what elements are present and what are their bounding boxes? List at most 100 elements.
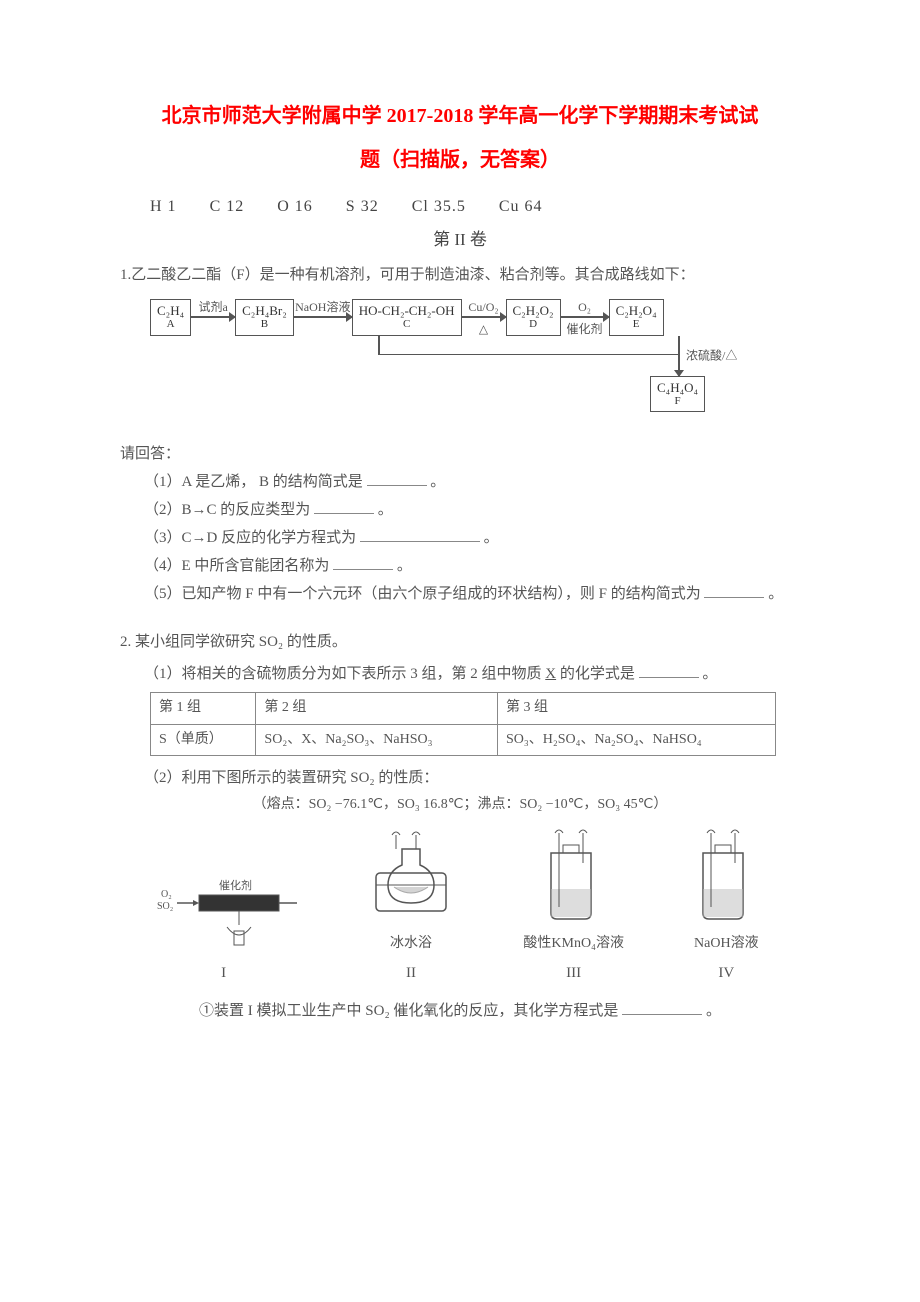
apparatus-row: O₂ SO₂ 催化剂 I 冰水浴 [120, 829, 800, 985]
section-heading: 第 II 卷 [120, 226, 800, 253]
box-c-label: C [359, 318, 455, 331]
q2-p1b: 的化学式是 [556, 666, 635, 682]
q1-ask: 请回答： [120, 442, 800, 466]
th-group1: 第 1 组 [151, 693, 256, 724]
apparatus-4: NaOH溶液 IV [681, 829, 771, 985]
q2-part1: （1）将相关的含硫物质分为如下表所示 3 组，第 2 组中物质 X 的化学式是 … [120, 662, 800, 686]
th-group3: 第 3 组 [497, 693, 775, 724]
q2-dot: 。 [706, 1003, 721, 1019]
blank-icon [639, 663, 699, 678]
box-b-formula: C₂H₄Br₂ [242, 303, 287, 319]
arrow-label-a3-top: Cu/O₂ [468, 298, 498, 317]
q2-p1-x: X [545, 666, 556, 682]
q1-dot: 。 [397, 558, 412, 574]
q2-p3-text: ①装置 I 模拟工业生产中 SO₂ 催化氧化的反应，其化学方程式是 [199, 1003, 618, 1019]
atom-h: H 1 [150, 198, 177, 215]
arrow-label-a2: NaOH溶液 [295, 298, 350, 317]
apparatus-2: 冰水浴 II [356, 829, 466, 985]
gas-bottle-icon [529, 829, 619, 929]
box-c-formula: HO-CH₂-CH₂-OH [359, 303, 455, 319]
flow-hline-c-e [378, 354, 678, 356]
box-f-label: F [657, 395, 698, 408]
blank-icon [314, 499, 374, 514]
svg-text:O₂: O₂ [161, 889, 172, 900]
blank-icon [622, 1000, 702, 1015]
page-title: 北京市师范大学附属中学 2017-2018 学年高一化学下学期期末考试试 [120, 100, 800, 132]
q1-p5-text: （5）已知产物 F 中有一个六元环（由六个原子组成的环状结构），则 F 的结构简… [144, 586, 701, 602]
blank-icon [367, 471, 427, 486]
q1-dot: 。 [430, 474, 445, 490]
q2-part3: ①装置 I 模拟工业生产中 SO₂ 催化氧化的反应，其化学方程式是 。 [120, 999, 800, 1023]
flow-box-d: C₂H₂O₂ D [506, 299, 561, 336]
atom-cu: Cu 64 [499, 198, 543, 215]
q1-p2-text: （2）B→C 的反应类型为 [144, 502, 310, 518]
arrow-label-down: 浓硫酸/△ [686, 346, 737, 365]
q1-dot: 。 [378, 502, 393, 518]
atom-s: S 32 [346, 198, 379, 215]
q2-p1a: （1）将相关的含硫物质分为如下表所示 3 组，第 2 组中物质 [144, 666, 545, 682]
sulfur-groups-table: 第 1 组 第 2 组 第 3 组 S（单质） SO₂、X、Na₂SO₃、NaH… [150, 692, 776, 756]
table-row: 第 1 组 第 2 组 第 3 组 [151, 693, 776, 724]
app3-label: 酸性KMnO₄溶液 [523, 933, 624, 955]
q1-p4-text: （4）E 中所含官能团名称为 [144, 558, 329, 574]
app2-label: 冰水浴 [390, 933, 432, 955]
q1-p3-text: （3）C→D 反应的化学方程式为 [144, 530, 356, 546]
tube-furnace-icon: O₂ SO₂ 催化剂 [149, 865, 299, 955]
box-a-label: A [157, 318, 184, 331]
flow-vline-c [378, 336, 380, 354]
box-e-formula: C₂H₂O₄ [616, 303, 657, 319]
app2-num: II [406, 961, 416, 985]
flow-box-b: C₂H₄Br₂ B [235, 299, 294, 336]
q1-dot: 。 [484, 530, 499, 546]
arrow-b-c: NaOH溶液 [294, 316, 352, 318]
q1-part5: （5）已知产物 F 中有一个六元环（由六个原子组成的环状结构），则 F 的结构简… [120, 582, 800, 606]
flow-box-e: C₂H₂O₄ E [609, 299, 664, 336]
arrow-label-a1: 试剂a [198, 298, 227, 317]
blank-icon [360, 527, 480, 542]
catalyst-label: 催化剂 [219, 878, 252, 892]
q2-part2: （2）利用下图所示的装置研究 SO₂ 的性质： [120, 766, 800, 790]
svg-text:SO₂: SO₂ [157, 901, 173, 912]
td-group3: SO₃、H₂SO₄、Na₂SO₄、NaHSO₄ [497, 724, 775, 755]
arrow-d-e: O₂ 催化剂 [561, 316, 609, 318]
apparatus-1: O₂ SO₂ 催化剂 I [149, 865, 299, 985]
app4-num: IV [718, 961, 734, 985]
th-group2: 第 2 组 [256, 693, 498, 724]
ice-bath-icon [356, 829, 466, 929]
td-group2: SO₂、X、Na₂SO₃、NaHSO₃ [256, 724, 498, 755]
box-d-label: D [513, 318, 554, 331]
atom-c: C 12 [210, 198, 245, 215]
atomic-masses: H 1 C 12 O 16 S 32 Cl 35.5 Cu 64 [120, 194, 800, 220]
q1-dot: 。 [768, 586, 783, 602]
synthesis-flowchart: C₂H₄ A 试剂a C₂H₄Br₂ B NaOH溶液 HO-CH₂-CH₂-O… [150, 299, 800, 413]
atom-o: O 16 [277, 198, 313, 215]
flow-box-f: C₄H₄O₄ F [650, 376, 705, 413]
arrow-c-d: Cu/O₂ △ [462, 316, 506, 318]
table-row: S（单质） SO₂、X、Na₂SO₃、NaHSO₃ SO₃、H₂SO₄、Na₂S… [151, 724, 776, 755]
blank-icon [333, 555, 393, 570]
td-group1: S（单质） [151, 724, 256, 755]
q1-part2: （2）B→C 的反应类型为 。 [120, 498, 800, 522]
arrow-label-a4-top: O₂ [578, 298, 591, 317]
box-d-formula: C₂H₂O₂ [513, 303, 554, 319]
app3-num: III [566, 961, 581, 985]
arrow-a-b: 试剂a [191, 316, 235, 318]
q2-stem: 2. 某小组同学欲研究 SO₂ 的性质。 [120, 630, 800, 654]
blank-icon [704, 583, 764, 598]
q1-stem: 1.乙二酸乙二酯（F）是一种有机溶剂，可用于制造油漆、粘合剂等。其合成路线如下： [120, 263, 800, 287]
q1-part4: （4）E 中所含官能团名称为 。 [120, 554, 800, 578]
box-f-formula: C₄H₄O₄ [657, 380, 698, 396]
app4-label: NaOH溶液 [694, 933, 759, 955]
gas-bottle-icon [681, 829, 771, 929]
box-e-label: E [616, 318, 657, 331]
box-a-formula: C₂H₄ [157, 303, 184, 319]
page-subtitle: 题（扫描版，无答案） [120, 144, 800, 176]
flow-box-a: C₂H₄ A [150, 299, 191, 336]
flow-box-c: HO-CH₂-CH₂-OH C [352, 299, 462, 336]
box-b-label: B [242, 318, 287, 331]
q2-dot: 。 [702, 666, 717, 682]
q1-p1-text: （1）A 是乙烯， B 的结构简式是 [144, 474, 363, 490]
q1-part1: （1）A 是乙烯， B 的结构简式是 。 [120, 470, 800, 494]
mp-bp-note: （熔点：SO₂ −76.1℃，SO₃ 16.8℃；沸点：SO₂ −10℃，SO₃… [120, 794, 800, 816]
flow-vline-e: 浓硫酸/△ [678, 336, 680, 376]
